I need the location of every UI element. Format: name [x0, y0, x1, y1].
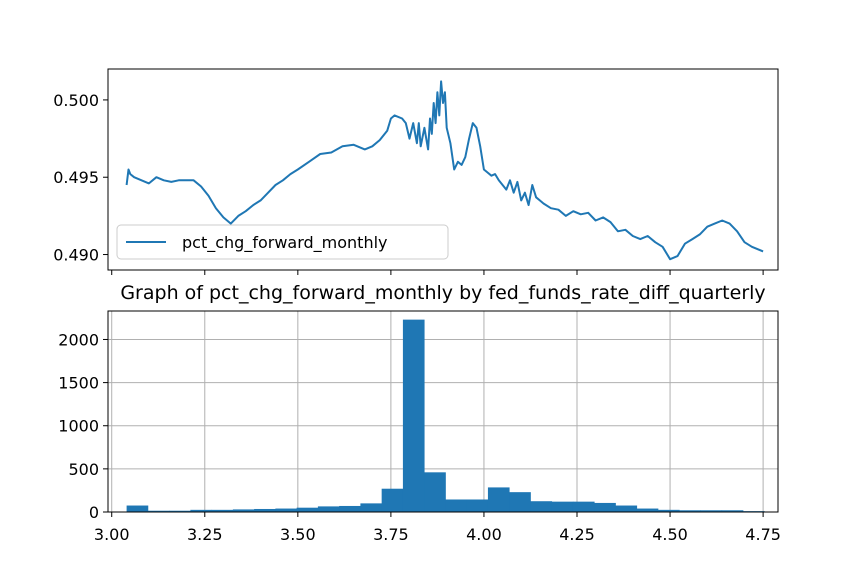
histogram-bar [339, 505, 361, 512]
x-tick-label: 4.75 [745, 525, 781, 544]
histogram-bar [296, 507, 319, 512]
histogram-bar [530, 501, 553, 512]
line-chart-y-ticks: 0.490 0.495 0.500 [53, 91, 108, 265]
histogram-grid [108, 311, 778, 513]
line-chart-x-ticks [111, 270, 764, 275]
histogram-bar [254, 508, 276, 512]
histogram-bar [636, 508, 659, 512]
y-tick-label: 0.495 [53, 168, 99, 187]
legend-box [116, 224, 449, 260]
x-tick-label: 4.00 [466, 525, 502, 544]
y-tick-label: 1500 [58, 374, 99, 393]
histogram-bar [402, 319, 425, 512]
histogram-bar [211, 509, 234, 512]
histogram-title: Graph of pct_chg_forward_monthly by fed_… [120, 282, 765, 304]
histogram-bar [721, 510, 744, 512]
histogram-bar [317, 506, 340, 512]
histogram-bar [657, 509, 680, 512]
x-tick-label: 4.50 [652, 525, 688, 544]
y-tick-label: 500 [68, 460, 99, 479]
histogram-bar [126, 505, 149, 512]
histogram-bar [615, 505, 638, 512]
line-chart-frame [107, 68, 779, 271]
y-tick-label: 2000 [58, 330, 99, 349]
histogram-bar [360, 503, 383, 512]
histogram-bar [232, 509, 255, 512]
y-tick-label: 0.490 [53, 246, 99, 265]
x-tick-label: 3.00 [94, 525, 130, 544]
histogram-bar [275, 508, 298, 512]
histogram-bar [594, 502, 616, 512]
x-tick-label: 3.50 [280, 525, 316, 544]
x-tick-label: 3.25 [187, 525, 223, 544]
legend-label: pct_chg_forward_monthly [182, 233, 388, 253]
histogram-bar [509, 492, 531, 512]
histogram-bar [169, 510, 191, 512]
histogram-chart: 0 500 1000 1500 2000 3.00 3.25 3.50 3.75 4.00 4.2… [58, 282, 781, 544]
line-chart: 0.490 0.495 0.500 pct_chg_forward_monthly [53, 68, 779, 275]
histogram-bar [466, 499, 489, 512]
histogram-x-ticks: 3.00 3.25 3.50 3.75 4.00 4.25 4.50 4.75 [94, 512, 781, 544]
histogram-bar [679, 510, 701, 512]
histogram-y-ticks: 0 500 1000 1500 2000 [58, 330, 108, 522]
histogram-bar [381, 488, 404, 512]
legend: pct_chg_forward_monthly [116, 224, 449, 260]
histogram-bar [572, 501, 595, 512]
histogram-bar [147, 510, 170, 512]
histogram-bar [424, 472, 446, 512]
y-tick-label: 0.500 [53, 91, 99, 110]
histogram-bar [700, 510, 723, 512]
histogram-frame [107, 310, 779, 513]
histogram-bar [487, 487, 510, 512]
x-tick-label: 3.75 [373, 525, 409, 544]
y-tick-label: 0 [89, 503, 99, 522]
series-line-pct-chg-forward-monthly [125, 80, 764, 261]
x-tick-label: 4.25 [559, 525, 595, 544]
histogram-bar [551, 501, 574, 512]
histogram-bars [126, 319, 765, 512]
histogram-bar [445, 499, 468, 512]
histogram-bar [190, 509, 213, 512]
y-tick-label: 1000 [58, 417, 99, 436]
